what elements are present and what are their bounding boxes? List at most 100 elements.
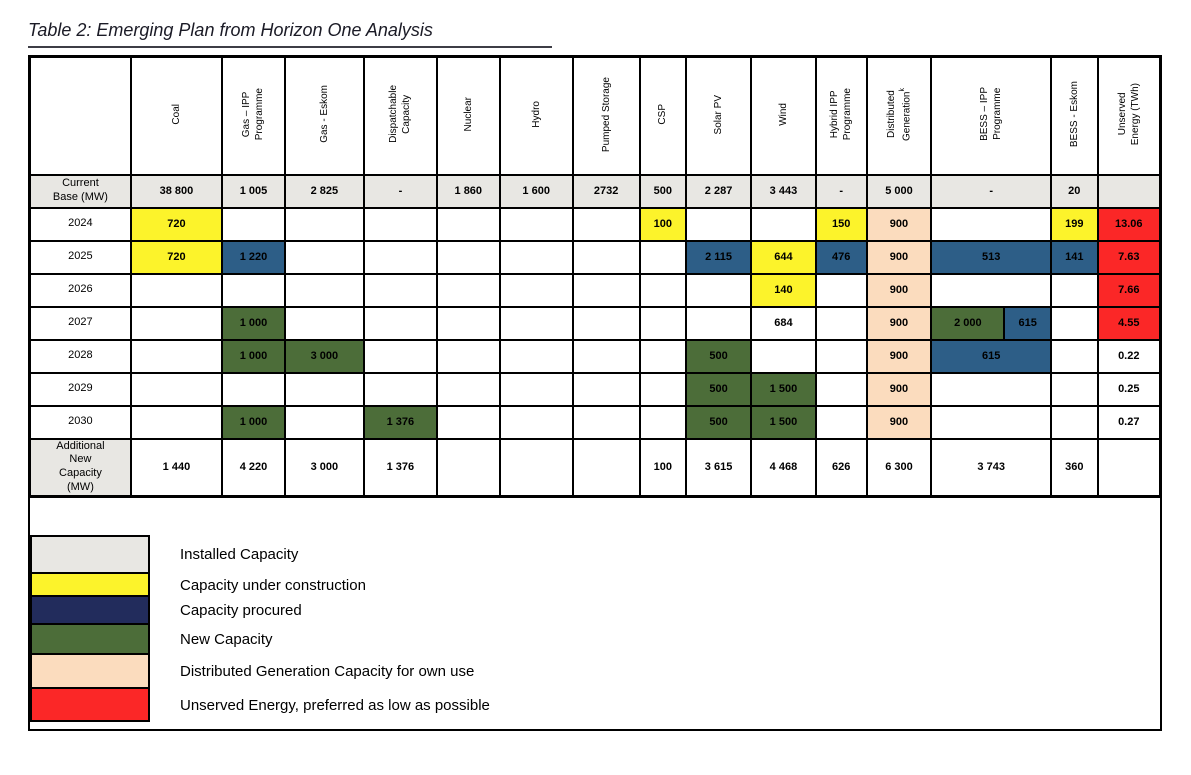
capacity-cell	[571, 272, 641, 308]
column-header: Dispatchable Capacity	[362, 55, 438, 176]
capacity-cell: -	[930, 173, 1052, 209]
column-header: Hybrid IPP Programme	[814, 55, 868, 176]
capacity-cell	[435, 404, 501, 440]
capacity-cell	[1049, 371, 1099, 407]
capacity-cell: 900	[865, 239, 933, 275]
capacity-cell	[571, 239, 641, 275]
capacity-cell	[435, 239, 501, 275]
capacity-cell	[362, 272, 438, 308]
capacity-cell	[498, 437, 574, 497]
column-header-label: BESS – IPP Programme	[979, 87, 1004, 142]
capacity-cell: 900	[865, 272, 933, 308]
capacity-cell: 1 860	[435, 173, 501, 209]
row-label: 2025	[28, 239, 132, 275]
column-header-label: CSP	[657, 103, 669, 125]
column-header: Solar PV	[685, 55, 752, 176]
column-header-label: Hydro	[530, 100, 542, 128]
capacity-cell	[283, 404, 365, 440]
capacity-cell	[638, 338, 688, 374]
legend-swatch-green	[30, 622, 150, 655]
capacity-cell: 199	[1049, 206, 1099, 242]
column-header: BESS – IPP Programme	[930, 55, 1052, 176]
capacity-cell: 38 800	[129, 173, 224, 209]
capacity-cell: 150	[814, 206, 868, 242]
capacity-cell: 4.55	[1096, 305, 1162, 341]
legend-item: New Capacity	[30, 622, 1160, 655]
capacity-cell: 1 500	[750, 404, 817, 440]
legend-swatch-red	[30, 686, 150, 722]
row-label: 2026	[28, 272, 132, 308]
capacity-cell	[221, 206, 286, 242]
column-header-label: Nuclear	[462, 97, 474, 132]
capacity-cell	[571, 437, 641, 497]
capacity-cell: 4 468	[750, 437, 817, 497]
legend-item: Unserved Energy, preferred as low as pos…	[30, 686, 1160, 722]
capacity-cell: 100	[638, 437, 688, 497]
capacity-cell	[498, 338, 574, 374]
legend-label: Capacity under construction	[180, 576, 366, 594]
capacity-cell: 684	[750, 305, 817, 341]
capacity-cell: 644	[750, 239, 817, 275]
column-header-label: Hybrid IPP Programme	[829, 88, 854, 141]
legend-item: Capacity under construction	[30, 571, 1160, 597]
column-header-label: Distributed Generationk	[885, 87, 913, 141]
row-label: Additional New Capacity (MW)	[28, 437, 132, 497]
capacity-cell: 615	[1003, 305, 1052, 341]
capacity-cell	[1049, 272, 1099, 308]
capacity-cell	[685, 272, 752, 308]
column-header: Unserved Energy (TWh)	[1096, 55, 1162, 176]
capacity-cell	[129, 404, 224, 440]
capacity-cell	[750, 338, 817, 374]
capacity-cell: 3 000	[283, 338, 365, 374]
capacity-cell: 7.66	[1096, 272, 1162, 308]
capacity-cell: 20	[1049, 173, 1099, 209]
capacity-cell	[930, 404, 1052, 440]
capacity-cell: 100	[638, 206, 688, 242]
row-label: 2028	[28, 338, 132, 374]
capacity-cell: 3 615	[685, 437, 752, 497]
capacity-cell	[571, 371, 641, 407]
column-header: Gas - Eskom	[283, 55, 365, 176]
capacity-cell	[129, 371, 224, 407]
legend-item: Distributed Generation Capacity for own …	[30, 652, 1160, 689]
capacity-cell: 1 000	[221, 305, 286, 341]
legend: Installed Capacity Capacity under constru…	[28, 497, 1162, 731]
capacity-cell: 141	[1049, 239, 1099, 275]
capacity-cell	[498, 206, 574, 242]
capacity-cell: 5 000	[865, 173, 933, 209]
column-header-label: Dispatchable Capacity	[388, 85, 413, 144]
capacity-cell	[221, 371, 286, 407]
capacity-cell: 1 440	[129, 437, 224, 497]
capacity-cell: 13.06	[1096, 206, 1162, 242]
capacity-cell	[498, 371, 574, 407]
capacity-cell: 900	[865, 206, 933, 242]
capacity-cell	[930, 371, 1052, 407]
capacity-cell	[1096, 173, 1162, 209]
legend-item: Installed Capacity	[30, 534, 1160, 574]
capacity-cell	[362, 371, 438, 407]
legend-label: Capacity procured	[180, 602, 302, 619]
capacity-cell: 500	[685, 404, 752, 440]
capacity-cell	[362, 305, 438, 341]
legend-swatch-grey	[30, 534, 150, 574]
capacity-cell: 140	[750, 272, 817, 308]
capacity-cell: 500	[685, 338, 752, 374]
column-header: Coal	[129, 55, 224, 176]
column-header: Gas – IPP Programme	[221, 55, 286, 176]
column-header: Wind	[750, 55, 817, 176]
header-row: Coal Gas – IPP Programme Gas - Eskom Dispat…	[28, 55, 1162, 176]
capacity-cell	[129, 338, 224, 374]
capacity-cell	[638, 371, 688, 407]
capacity-cell: 0.25	[1096, 371, 1162, 407]
capacity-cell: 2 825	[283, 173, 365, 209]
table-header: Coal Gas – IPP Programme Gas - Eskom Dispat…	[28, 55, 1162, 176]
capacity-cell: 360	[1049, 437, 1099, 497]
capacity-cell: 4 220	[221, 437, 286, 497]
capacity-cell: 615	[930, 338, 1052, 374]
capacity-cell: 900	[865, 305, 933, 341]
column-header: Pumped Storage	[571, 55, 641, 176]
capacity-cell: 2 000	[930, 305, 1006, 341]
capacity-cell: 1 500	[750, 371, 817, 407]
capacity-cell	[814, 338, 868, 374]
